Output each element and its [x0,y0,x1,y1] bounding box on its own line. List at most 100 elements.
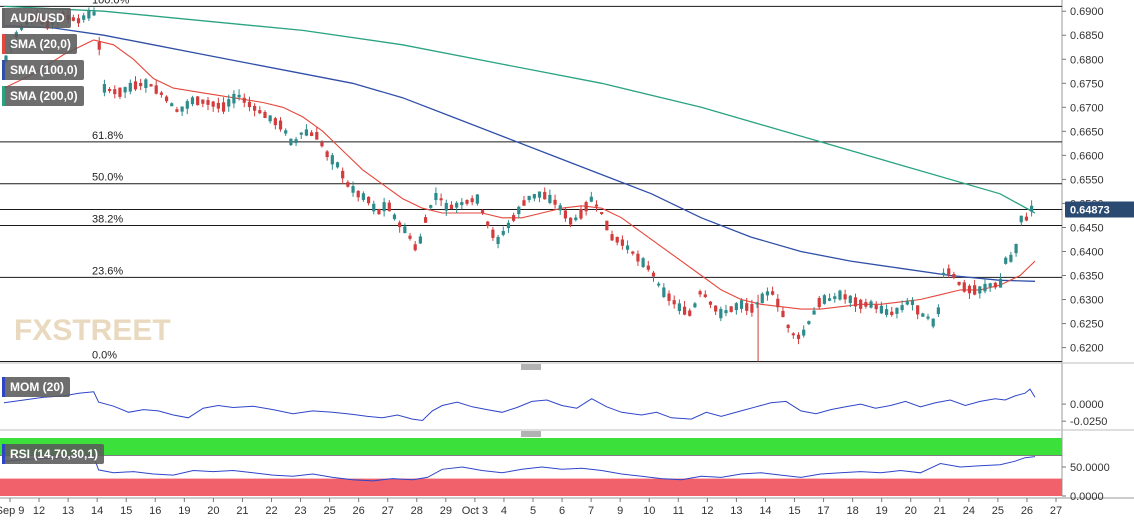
candle-up [812,310,816,315]
price-axis: 0.6900 0.6850 0.6800 0.6750 0.6700 0.6650 0.66… [1062,6,1134,355]
candle-up [625,245,630,250]
candle-down [139,82,143,87]
candle-up [641,258,645,268]
candle-down [97,41,101,50]
candle-down [952,273,956,278]
candle-up [1014,244,1018,254]
legend-sma100[interactable]: SMA (100,0) [2,60,84,80]
legend-symbol[interactable]: AUD/USD [2,8,71,28]
candle-up [128,82,132,92]
candle-down [563,210,568,219]
candle-up [227,99,231,107]
panel-resize-handle[interactable] [521,364,541,370]
candle-down [242,97,246,103]
x-tick-label: 4 [501,505,507,517]
candle-up [294,139,298,144]
candle-down [211,101,215,107]
candle-up [833,296,837,300]
candle-up [232,93,236,104]
candle-up [548,194,552,203]
candle-up [662,287,666,297]
x-tick-label: 26 [353,505,365,517]
current-price-label: 0.64873 [1070,205,1110,217]
x-tick-label: 9 [617,505,623,517]
candle-up [719,308,723,319]
candlestick-series [4,7,1034,362]
legend-sma200[interactable]: SMA (200,0) [2,86,84,106]
candle-down [796,334,801,339]
candle-up [237,94,241,98]
candle-up [589,196,593,202]
legend-mom[interactable]: MOM (20) [2,377,70,397]
x-tick-label: 23 [294,505,306,517]
panel-resize-handle[interactable] [521,431,541,437]
rsi-line [3,456,1036,482]
candle-up [82,15,86,20]
panel-handles[interactable] [521,364,541,437]
candle-down [1024,216,1029,221]
x-tick-label: 21 [934,505,946,517]
candle-down [620,239,625,246]
y-tick-label: 0.6700 [1070,102,1104,114]
candle-down [522,200,526,206]
current-price-badge [1065,201,1134,218]
candle-down [341,170,345,179]
candle-up [517,206,521,215]
candle-up [941,272,946,276]
candle-down [310,132,314,136]
candle-up [574,217,578,221]
x-tick-label: 22 [265,505,277,517]
candle-down [651,272,656,277]
moving-averages [3,5,1036,310]
candle-up [392,214,397,220]
candle-up [1004,257,1008,264]
candle-down [486,221,490,227]
x-tick-label: Oct 3 [462,505,488,517]
candle-down [278,120,283,130]
candle-up [1019,215,1023,223]
candle-down [579,209,583,219]
y-tick-label: 0.6850 [1070,30,1104,42]
time-axis: Sep 9 12 13 14 15 16 19 20 21 22 23 25 26 27 28 29 Oct 3… [0,498,1062,517]
x-tick-label: Sep 9 [0,505,24,517]
watermark-text: FXSTREET [14,314,171,347]
x-tick-label: 20 [905,505,917,517]
candle-up [895,307,899,314]
candle-up [335,162,340,168]
x-tick-label: 5 [530,505,536,517]
candle-up [501,231,505,235]
candle-down [646,265,650,270]
candle-down [118,87,122,97]
rsi-overbought-zone [0,438,1062,456]
x-tick-label: 12 [33,505,45,517]
candle-down [584,202,588,212]
x-tick-label: 24 [963,505,975,517]
candle-up [848,295,852,303]
x-tick-label: 16 [149,505,161,517]
candle-up [475,194,479,204]
candle-down [423,217,428,223]
candle-down [449,204,454,210]
legend-rsi[interactable]: RSI (14,70,30,1) [2,444,105,464]
candle-down [708,301,713,305]
x-tick-label: 7 [588,505,594,517]
candle-down [325,151,329,158]
candle-up [558,205,562,211]
candle-down [263,112,267,118]
x-tick-label: 18 [846,505,858,517]
candle-down [781,310,785,317]
y-tick-label: 0.6750 [1070,78,1104,90]
candle-up [693,303,697,308]
candle-down [320,142,324,147]
y-tick-label: 0.6800 [1070,54,1104,66]
candle-down [408,235,412,239]
candle-up [884,309,889,315]
candle-down [71,17,75,21]
x-tick-label: 13 [730,505,742,517]
x-tick-label: 10 [643,505,655,517]
candle-up [677,303,681,312]
candle-up [931,318,935,327]
candle-down [159,92,163,95]
candle-up [802,329,806,336]
legend-sma20[interactable]: SMA (20,0) [2,34,77,54]
